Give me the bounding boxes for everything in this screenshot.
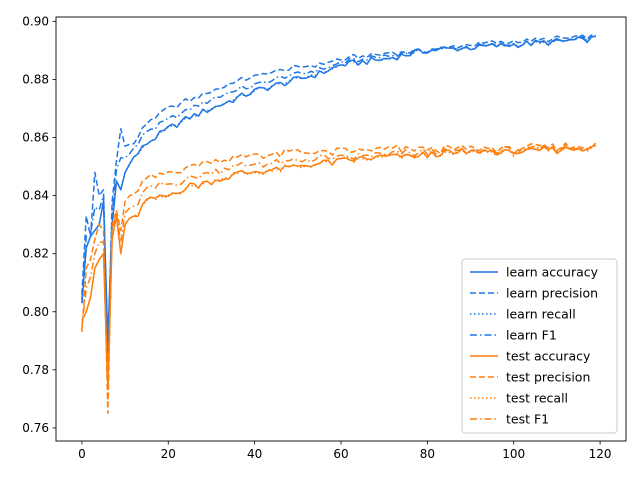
y-tick-label: 0.80 (22, 305, 49, 319)
plot-lines (81, 34, 597, 415)
y-tick-label: 0.88 (22, 72, 49, 86)
x-axis: 0 20 40 60 80 100 120 (78, 441, 612, 461)
y-tick-label: 0.86 (22, 131, 49, 145)
x-tick-label: 120 (589, 447, 612, 461)
x-tick-label: 0 (78, 447, 86, 461)
x-tick-label: 100 (502, 447, 525, 461)
series-line-test-accuracy (81, 142, 597, 386)
legend-label-test-precision: test precision (506, 370, 590, 385)
legend-label-learn-recall: learn recall (506, 307, 576, 322)
legend-label-test-f1: test F1 (506, 412, 549, 427)
y-tick-label: 0.90 (22, 14, 49, 28)
legend-label-learn-precision: learn precision (506, 286, 598, 301)
series-line-learn-precision (81, 34, 596, 365)
x-tick-label: 40 (247, 447, 262, 461)
y-tick-label: 0.78 (22, 363, 49, 377)
legend-label-test-accuracy: test accuracy (506, 349, 591, 364)
y-axis: 0.76 0.78 0.80 0.82 0.84 0.86 0.88 0.90 (22, 14, 56, 435)
y-tick-label: 0.82 (22, 247, 49, 261)
y-tick-label: 0.84 (22, 189, 49, 203)
legend-label-learn-f1: learn F1 (506, 328, 557, 343)
series-line-learn-f1 (81, 35, 596, 354)
y-tick-label: 0.76 (22, 421, 49, 435)
legend-box (461, 258, 618, 434)
x-tick-label: 80 (420, 447, 435, 461)
x-tick-label: 60 (333, 447, 348, 461)
legend: learn accuracy learn precision learn recal… (461, 258, 618, 434)
legend-label-test-recall: test recall (506, 391, 568, 406)
series-line-test-f1 (81, 142, 597, 400)
x-tick-label: 20 (161, 447, 176, 461)
legend-label-learn-accuracy: learn accuracy (506, 265, 599, 280)
series-line-learn-recall (81, 35, 596, 342)
